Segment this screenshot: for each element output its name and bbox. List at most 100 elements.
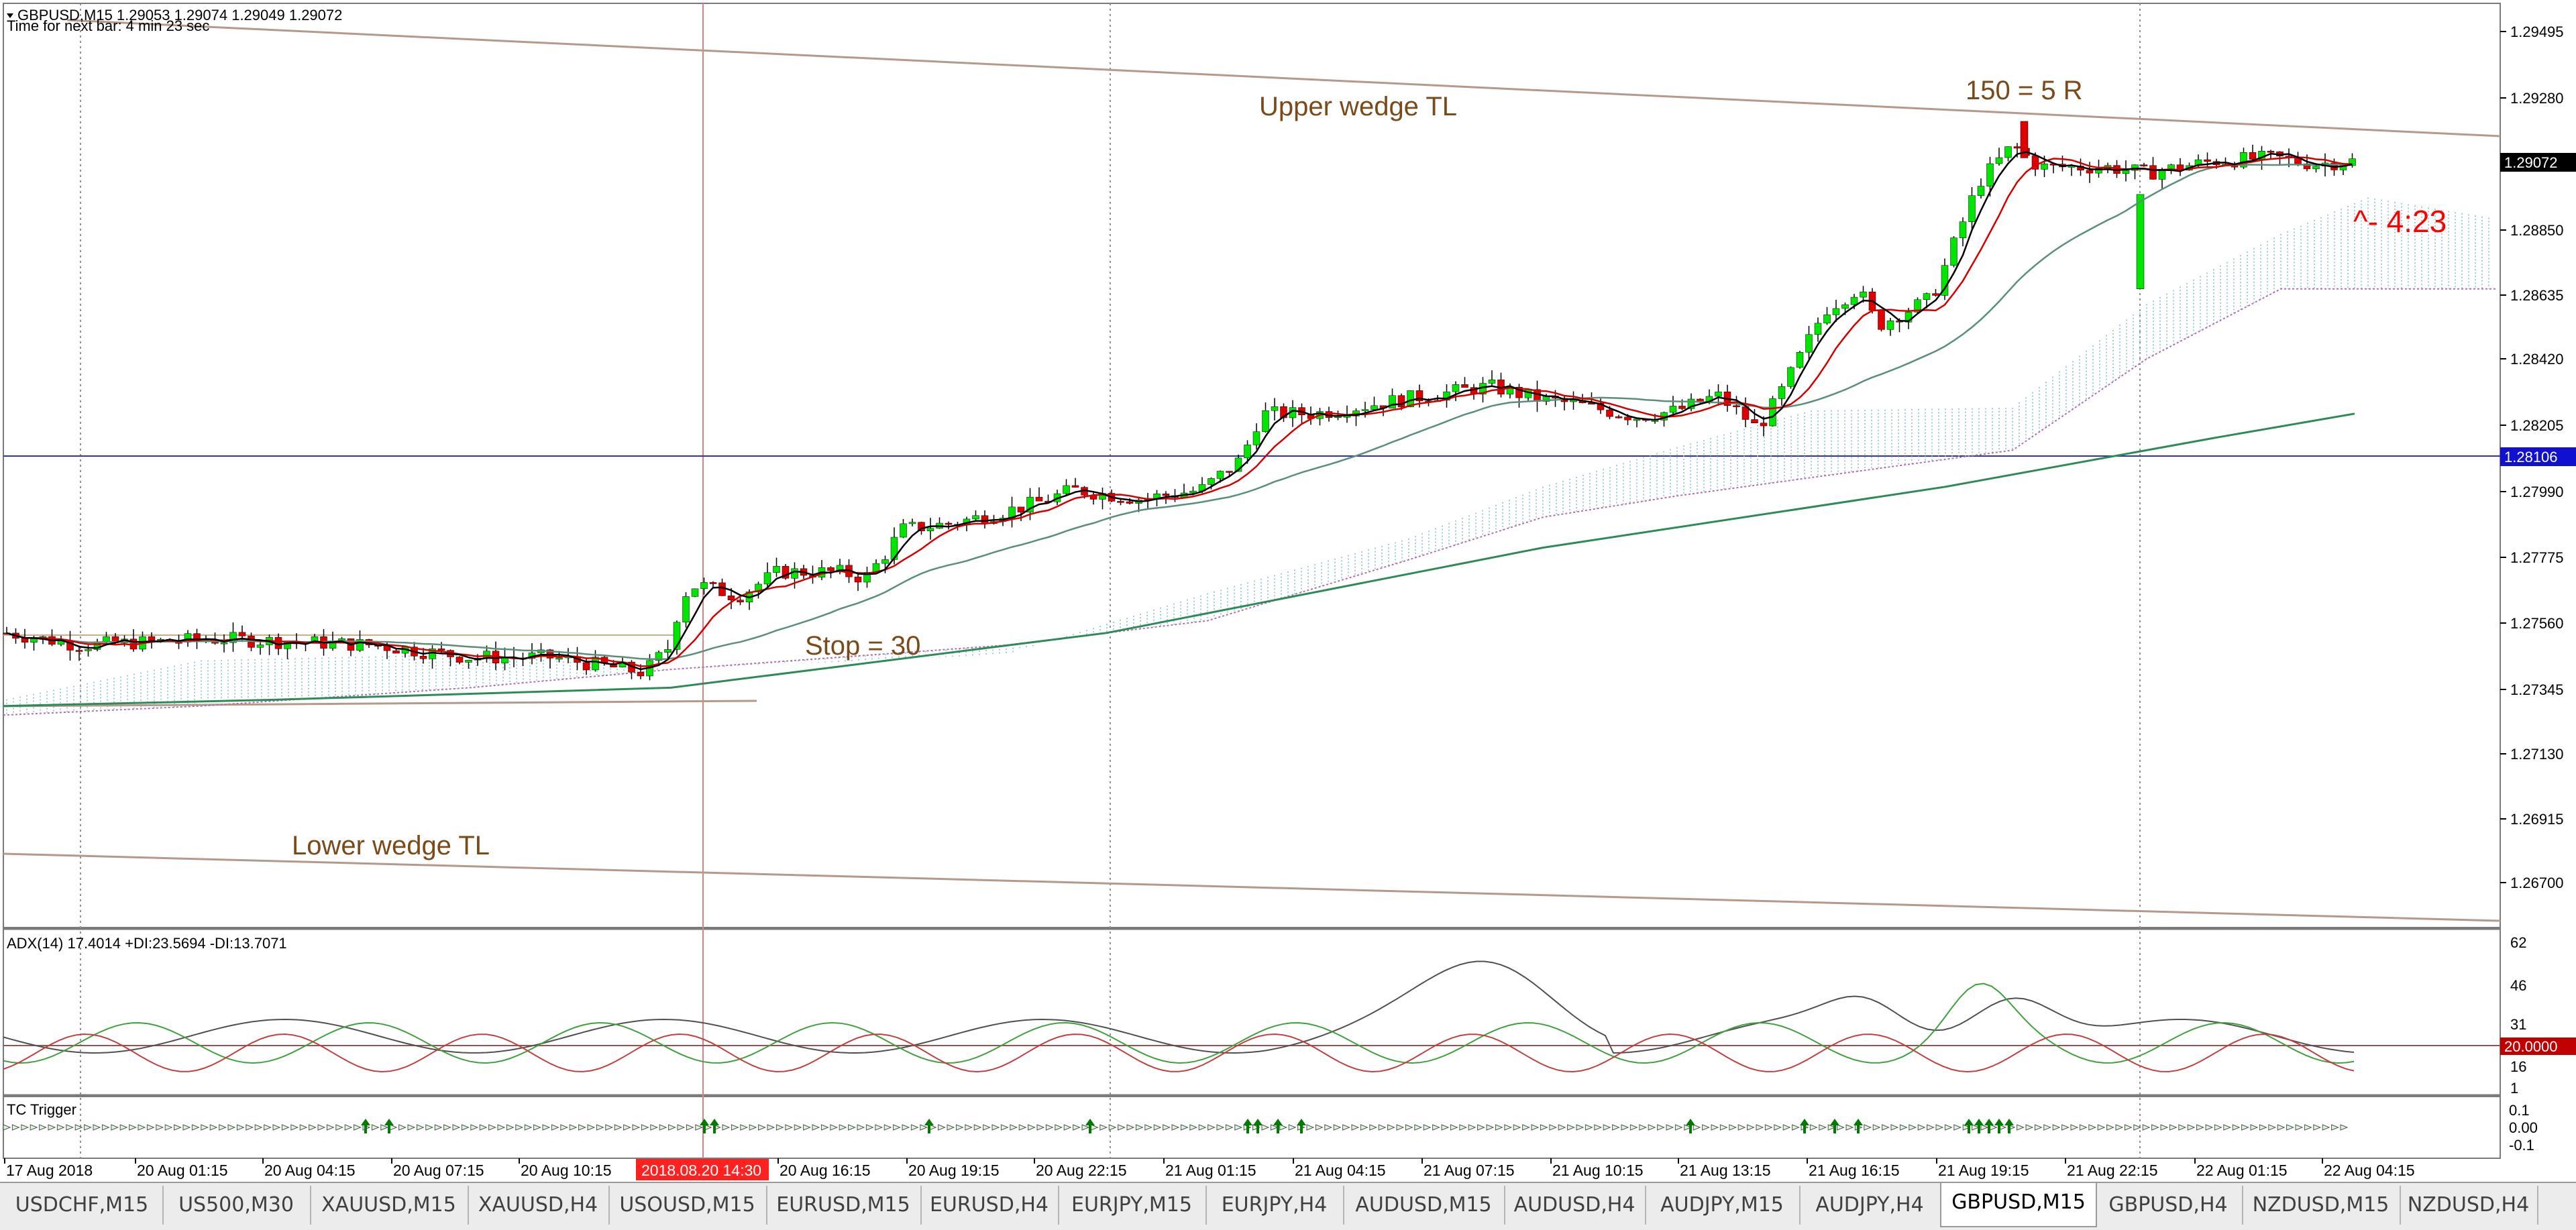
tc-marker xyxy=(1980,1124,1989,1131)
bull-candle xyxy=(2041,164,2048,170)
tab-xauusd-h4[interactable]: XAUUSD,H4 xyxy=(468,1186,610,1225)
tc-marker xyxy=(668,1124,676,1131)
tc-marker xyxy=(1585,1124,1593,1131)
tc-marker xyxy=(2295,1124,2304,1131)
bear-candle xyxy=(2149,165,2157,180)
tc-marker xyxy=(1837,1124,1845,1131)
tab-xauusd-m15[interactable]: XAUUSD,M15 xyxy=(310,1186,469,1225)
tc-tick-label: 0.1 xyxy=(2509,1102,2530,1119)
lower-wedge-trendline[interactable] xyxy=(3,852,2501,922)
bear-candle xyxy=(709,582,717,584)
bull-candle xyxy=(2004,146,2012,158)
tc-axis: 0.10.00-0.1 xyxy=(2509,1102,2538,1154)
time-label: 21 Aug 04:15 xyxy=(1295,1162,1386,1179)
tc-marker xyxy=(344,1124,353,1131)
tab-gbpusd-m15[interactable]: GBPUSD,M15 xyxy=(1940,1183,2097,1227)
tc-marker xyxy=(1890,1124,1899,1131)
time-label: 20 Aug 07:15 xyxy=(393,1162,484,1179)
tc-marker xyxy=(1081,1124,1090,1131)
bull-candle xyxy=(1252,431,1260,445)
tc-marker xyxy=(2061,1124,2070,1131)
tc-marker xyxy=(1621,1124,1629,1131)
tab-nzdusd-h4[interactable]: NZDUSD,H4 xyxy=(2400,1186,2538,1225)
bear-candle xyxy=(945,522,953,525)
tc-marker xyxy=(1684,1124,1693,1131)
tc-marker xyxy=(1657,1124,1665,1131)
bear-candle xyxy=(419,655,427,659)
tab-eurusd-h4[interactable]: EURUSD,H4 xyxy=(920,1186,1059,1225)
price-tick-label: 1.29495 xyxy=(2510,23,2564,40)
tab-usdchf-m15[interactable]: USDCHF,M15 xyxy=(1,1186,164,1225)
tc-marker xyxy=(1378,1124,1387,1131)
tab-eurusd-m15[interactable]: EURUSD,M15 xyxy=(766,1186,922,1225)
bear-candle xyxy=(1126,501,1134,504)
tab-nzdusd-m15[interactable]: NZDUSD,M15 xyxy=(2242,1186,2401,1225)
tab-audjpy-h4[interactable]: AUDJPY,H4 xyxy=(1799,1186,1941,1225)
bull-candle xyxy=(1841,304,1849,309)
buy-arrow-icon xyxy=(2004,1119,2014,1133)
minus-di-line xyxy=(3,1033,2355,1073)
tc-marker xyxy=(1666,1124,1674,1131)
collapse-arrow-icon[interactable] xyxy=(7,13,13,18)
tab-audusd-h4[interactable]: AUDUSD,H4 xyxy=(1504,1186,1646,1225)
tab-audjpy-m15[interactable]: AUDJPY,M15 xyxy=(1645,1186,1801,1225)
tc-marker xyxy=(1522,1124,1530,1131)
cloud-lower-edge xyxy=(3,288,2496,716)
tc-marker xyxy=(1279,1124,1288,1131)
tc-marker xyxy=(1252,1124,1260,1131)
tc-marker xyxy=(1387,1124,1395,1131)
tc-marker xyxy=(1108,1124,1117,1131)
plus-di-line xyxy=(3,983,2355,1064)
bull-candle xyxy=(1216,471,1224,479)
tab-gbpusd-h4[interactable]: GBPUSD,H4 xyxy=(2094,1186,2243,1225)
bear-candle xyxy=(981,515,989,524)
upper-wedge-label: Upper wedge TL xyxy=(1259,92,1457,121)
tc-marker xyxy=(434,1124,443,1131)
price-tick-label: 1.29280 xyxy=(2510,90,2564,107)
price-tick-label: 1.27990 xyxy=(2510,484,2564,500)
tc-marker xyxy=(1603,1124,1611,1131)
tab-audusd-m15[interactable]: AUDUSD,M15 xyxy=(1343,1186,1505,1225)
tc-marker xyxy=(2052,1124,2061,1131)
tc-marker xyxy=(416,1124,425,1131)
range-bottom-line[interactable] xyxy=(3,700,757,708)
tc-marker xyxy=(1819,1124,1827,1131)
tab-eurjpy-m15[interactable]: EURJPY,M15 xyxy=(1058,1186,1207,1225)
tc-marker xyxy=(641,1124,649,1131)
tc-marker xyxy=(443,1124,451,1131)
tc-marker xyxy=(1989,1124,1998,1131)
tc-marker xyxy=(2070,1124,2079,1131)
tc-marker xyxy=(1324,1124,1333,1131)
time-label: 17 Aug 2018 xyxy=(6,1162,93,1179)
tab-us500-m30[interactable]: US500,M30 xyxy=(162,1186,311,1225)
tab-usousd-m15[interactable]: USOUSD,M15 xyxy=(608,1186,767,1225)
tc-marker xyxy=(1063,1124,1072,1131)
price-tick-label: 1.26700 xyxy=(2510,875,2564,891)
tc-marker xyxy=(2277,1124,2286,1131)
bear-candle xyxy=(2013,146,2021,149)
bear-candle xyxy=(455,657,464,663)
time-label: 21 Aug 10:15 xyxy=(1552,1162,1644,1179)
price-tick-label: 1.28635 xyxy=(2510,287,2564,304)
tc-marker xyxy=(794,1124,802,1131)
tc-marker xyxy=(551,1124,559,1131)
tc-marker xyxy=(1099,1124,1108,1131)
bear-candle xyxy=(2204,159,2211,162)
tc-marker xyxy=(1441,1124,1450,1131)
tc-marker xyxy=(2133,1124,2142,1131)
stop-label: Stop = 30 xyxy=(805,631,920,661)
tab-eurjpy-h4[interactable]: EURJPY,H4 xyxy=(1205,1186,1344,1225)
upper-wedge-trendline[interactable] xyxy=(66,19,2501,137)
time-label: 20 Aug 19:15 xyxy=(908,1162,1000,1179)
time-label: 21 Aug 13:15 xyxy=(1680,1162,1771,1179)
buy-arrow-icon xyxy=(700,1119,709,1133)
tc-marker xyxy=(290,1124,299,1131)
bull-candle xyxy=(1977,186,1985,196)
bull-candle xyxy=(229,632,237,643)
tc-marker xyxy=(2079,1124,2088,1131)
tc-marker xyxy=(1882,1124,1890,1131)
tc-marker xyxy=(1261,1124,1270,1131)
tc-tick-label: 0.00 xyxy=(2509,1119,2538,1136)
bull-candle xyxy=(664,649,672,653)
